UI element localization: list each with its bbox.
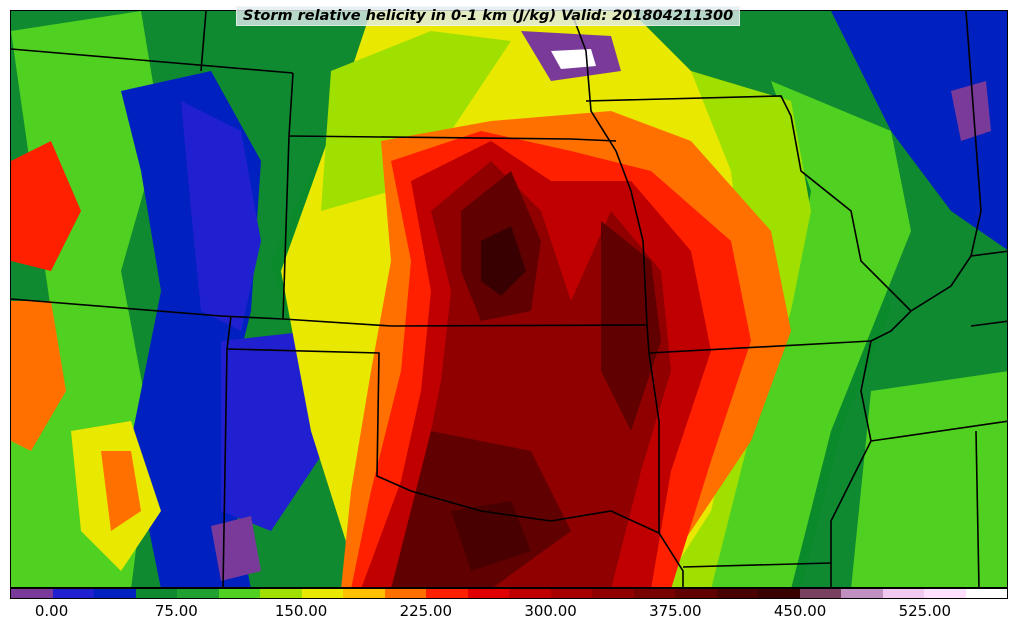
- colorbar-tick-label: 300.00: [524, 602, 577, 620]
- colorbar-swatch: [509, 589, 551, 598]
- colorbar-swatch: [384, 589, 426, 598]
- colorbar-swatch: [882, 589, 924, 598]
- colorbar-swatch: [177, 589, 219, 598]
- field-core-5: [451, 501, 531, 571]
- colorbar-swatch: [758, 589, 800, 598]
- colorbar-swatch: [94, 589, 136, 598]
- colorbar-swatch: [924, 589, 966, 598]
- map-title: Storm relative helicity in 0-1 km (J/kg)…: [236, 6, 741, 26]
- field-west-orange: [101, 451, 141, 531]
- field-ne-purple: [951, 81, 991, 141]
- field-west-red1: [11, 141, 81, 271]
- colorbar-swatch: [260, 589, 302, 598]
- colorbar-swatch: [343, 589, 385, 598]
- colorbar-swatch: [550, 589, 592, 598]
- colorbar-tick-label: 525.00: [898, 602, 952, 620]
- field-east-blue: [831, 11, 1007, 250]
- colorbar-swatch: [592, 589, 634, 598]
- field-west-blue2: [181, 101, 261, 331]
- colorbar-swatch: [799, 589, 841, 598]
- field-east-lightgreen: [711, 81, 911, 587]
- field-core-2: [601, 221, 661, 431]
- field-top-white: [551, 49, 596, 69]
- colorbar-tick-label: 225.00: [399, 602, 453, 620]
- colorbar-swatch: [633, 589, 675, 598]
- colorbar-swatch: [218, 589, 260, 598]
- colorbar-swatch: [426, 589, 468, 598]
- colorbar-tick-labels: 0.00 75.00 150.00 225.00 300.00 375.00 450.00 5…: [10, 602, 1008, 624]
- state-borders: [11, 11, 1007, 587]
- colorbar-tick-label: 150.00: [274, 602, 328, 620]
- field-west-red2: [11, 301, 66, 451]
- colorbar-swatch: [11, 589, 53, 598]
- colorbar-swatch: [675, 589, 717, 598]
- field-core-4: [481, 226, 526, 296]
- colorbar-swatch: [716, 589, 758, 598]
- colorbar-tick-label: 75.00: [154, 602, 198, 620]
- colorbar-swatch: [52, 589, 94, 598]
- map-panel: [10, 10, 1008, 588]
- colorbar-tick-label: 450.00: [773, 602, 827, 620]
- colorbar-tick-label: 0.00: [34, 602, 69, 620]
- colorbar-swatch: [467, 589, 509, 598]
- colorbar-swatch: [301, 589, 343, 598]
- colorbar-swatch: [135, 589, 177, 598]
- helicity-field-map: [11, 11, 1007, 587]
- colorbar-swatch: [965, 589, 1007, 598]
- colorbar-tick-label: 375.00: [649, 602, 702, 620]
- colorbar-swatch: [841, 589, 883, 598]
- field-north-yellowgreen: [321, 31, 511, 211]
- field-se-green: [851, 371, 1007, 587]
- colorbar: [10, 588, 1008, 599]
